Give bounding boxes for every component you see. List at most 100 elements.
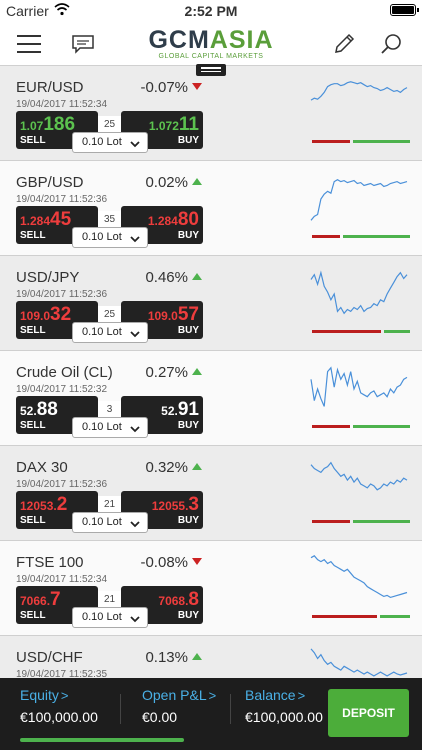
chevron-down-icon bbox=[129, 327, 141, 346]
buy-price-main: 52. bbox=[161, 404, 178, 418]
price-sparkline bbox=[310, 366, 408, 407]
sparkline-path bbox=[310, 648, 408, 677]
edit-icon[interactable] bbox=[332, 32, 356, 61]
lot-size-select[interactable]: 0.10 Lot bbox=[72, 607, 148, 628]
account-bar: Equity > €100,000.00 Open P&L > €0.00 Bala… bbox=[0, 678, 422, 750]
lot-size-select[interactable]: 0.10 Lot bbox=[72, 512, 148, 533]
instrument-row[interactable]: EUR/USD -0.07% 19/04/2017 11:52:34 1.07186 S… bbox=[0, 66, 422, 161]
sell-price-pips: 2 bbox=[56, 494, 68, 515]
buy-label: BUY bbox=[177, 135, 199, 146]
equity-label: Equity bbox=[20, 687, 59, 703]
triangle-down-icon bbox=[192, 558, 202, 565]
lot-size-value: 0.10 Lot bbox=[82, 516, 122, 528]
sparkline-path bbox=[310, 179, 408, 221]
instrument-change: 0.32% bbox=[145, 459, 188, 476]
battery-icon bbox=[390, 4, 419, 16]
instrument-symbol: USD/JPY bbox=[16, 269, 80, 286]
buy-button[interactable]: 52.91 BUY bbox=[121, 396, 203, 434]
spread-value: 25 bbox=[98, 306, 121, 323]
lot-size-select[interactable]: 0.10 Lot bbox=[72, 227, 148, 248]
balance-block[interactable]: Balance > €100,000.00 bbox=[245, 687, 323, 725]
buy-label: BUY bbox=[177, 610, 199, 621]
quote-timestamp: 19/04/2017 11:52:34 bbox=[16, 99, 108, 110]
instrument-row[interactable]: USD/JPY 0.46% 19/04/2017 11:52:36 109.032 SE… bbox=[0, 256, 422, 351]
buy-price-pips: 57 bbox=[177, 304, 199, 325]
buy-label: BUY bbox=[177, 325, 199, 336]
instrument-row[interactable]: GBP/USD 0.02% 19/04/2017 11:52:36 1.28445 SE… bbox=[0, 161, 422, 256]
triangle-up-icon bbox=[192, 273, 202, 280]
status-bar: Carrier 2:52 PM bbox=[0, 0, 422, 22]
sell-price-pips: 186 bbox=[43, 114, 76, 135]
sell-price-pips: 88 bbox=[36, 399, 58, 420]
triangle-up-icon bbox=[192, 368, 202, 375]
quote-timestamp: 19/04/2017 11:52:36 bbox=[16, 479, 108, 490]
sparkline-path bbox=[310, 461, 408, 491]
quote-timestamp: 19/04/2017 11:52:32 bbox=[16, 384, 108, 395]
lot-size-select[interactable]: 0.10 Lot bbox=[72, 322, 148, 343]
sell-price-main: 7066. bbox=[20, 594, 51, 608]
lot-size-value: 0.10 Lot bbox=[82, 136, 122, 148]
chevron-down-icon bbox=[129, 137, 141, 156]
buy-sentiment-bar bbox=[380, 615, 410, 618]
price-sparkline bbox=[310, 81, 408, 101]
buy-price-main: 12055. bbox=[151, 499, 189, 513]
sell-label: SELL bbox=[20, 135, 46, 146]
price-sparkline bbox=[310, 179, 408, 221]
sell-button[interactable]: 52.88 SELL bbox=[16, 396, 98, 434]
chat-icon[interactable] bbox=[71, 34, 95, 59]
spread-value: 3 bbox=[98, 401, 121, 418]
deposit-button[interactable]: DEPOSIT bbox=[328, 689, 409, 737]
instrument-symbol: GBP/USD bbox=[16, 174, 84, 191]
logo-tagline: GLOBAL CAPITAL MARKETS bbox=[158, 53, 264, 60]
buy-button[interactable]: 109.057 BUY bbox=[121, 301, 203, 339]
buy-price-main: 7068. bbox=[158, 594, 189, 608]
instrument-change: 0.13% bbox=[145, 649, 188, 666]
menu-icon[interactable] bbox=[17, 35, 41, 53]
chevron-down-icon bbox=[129, 612, 141, 631]
sell-sentiment-bar bbox=[312, 520, 350, 523]
logo-asia: ASIA bbox=[209, 26, 274, 54]
chevron-right-icon: > bbox=[208, 688, 217, 703]
instrument-row[interactable]: DAX 30 0.32% 19/04/2017 11:52:36 12053.2 SEL… bbox=[0, 446, 422, 541]
buy-price-pips: 8 bbox=[188, 589, 199, 610]
quote-timestamp: 19/04/2017 11:52:36 bbox=[16, 194, 108, 205]
buy-price-main: 109.0 bbox=[147, 309, 178, 323]
chevron-down-icon bbox=[129, 422, 141, 441]
lot-size-select[interactable]: 0.10 Lot bbox=[72, 132, 148, 153]
instrument-symbol: DAX 30 bbox=[16, 459, 68, 476]
buy-price-pips: 80 bbox=[177, 209, 199, 230]
price-sparkline bbox=[310, 648, 408, 677]
margin-level-bar bbox=[20, 738, 184, 742]
sell-sentiment-bar bbox=[312, 615, 377, 618]
divider bbox=[120, 694, 121, 724]
search-icon[interactable] bbox=[380, 32, 404, 61]
wifi-icon bbox=[54, 2, 70, 19]
triangle-up-icon bbox=[192, 178, 202, 185]
triangle-up-icon bbox=[192, 653, 202, 660]
instrument-row[interactable]: FTSE 100 -0.08% 19/04/2017 11:52:34 7066.7 S… bbox=[0, 541, 422, 636]
lot-size-select[interactable]: 0.10 Lot bbox=[72, 417, 148, 438]
sell-price-main: 52. bbox=[20, 404, 37, 418]
lot-size-value: 0.10 Lot bbox=[82, 231, 122, 243]
buy-sentiment-bar bbox=[353, 140, 410, 143]
equity-block[interactable]: Equity > €100,000.00 bbox=[20, 687, 98, 725]
sell-button[interactable]: 7066.7 SELL bbox=[16, 586, 98, 624]
app-header: GCMASIA GLOBAL CAPITAL MARKETS bbox=[0, 22, 422, 66]
buy-price-pips: 11 bbox=[178, 114, 199, 135]
instrument-symbol: FTSE 100 bbox=[16, 554, 84, 571]
spread-value: 25 bbox=[98, 116, 121, 133]
buy-button[interactable]: 7068.8 BUY bbox=[121, 586, 203, 624]
sell-price-main: 1.07 bbox=[20, 119, 44, 133]
sparkline-path bbox=[310, 81, 408, 101]
buy-sentiment-bar bbox=[353, 520, 410, 523]
logo-gcm: GCM bbox=[148, 26, 210, 54]
chevron-down-icon bbox=[129, 517, 141, 536]
gcmasia-logo: GCMASIA GLOBAL CAPITAL MARKETS bbox=[146, 28, 276, 61]
lot-size-value: 0.10 Lot bbox=[82, 611, 122, 623]
buy-sentiment-bar bbox=[343, 235, 410, 238]
open-pnl-block[interactable]: Open P&L > €0.00 bbox=[142, 687, 216, 725]
clock: 2:52 PM bbox=[184, 3, 238, 19]
instrument-row[interactable]: Crude Oil (CL) 0.27% 19/04/2017 11:52:32 52… bbox=[0, 351, 422, 446]
drag-handle-icon[interactable] bbox=[196, 64, 226, 76]
